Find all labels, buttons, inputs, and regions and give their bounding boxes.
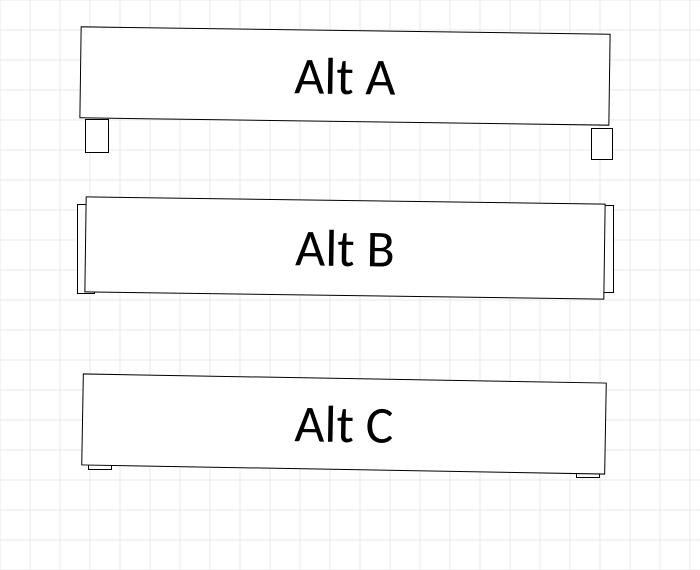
alt-a-main-rect[interactable]: Alt A	[79, 26, 610, 125]
alt-a-label: Alt A	[80, 27, 609, 124]
alt-c-label: Alt C	[82, 374, 605, 473]
alt-a-leg-right	[591, 128, 613, 160]
alt-b-label: Alt B	[85, 197, 604, 298]
alt-a-leg-left	[85, 119, 109, 153]
diagram-stage: Alt A Alt B Alt C	[0, 0, 700, 570]
alt-b-main-rect[interactable]: Alt B	[84, 196, 605, 299]
alt-c-main-rect[interactable]: Alt C	[81, 373, 607, 474]
